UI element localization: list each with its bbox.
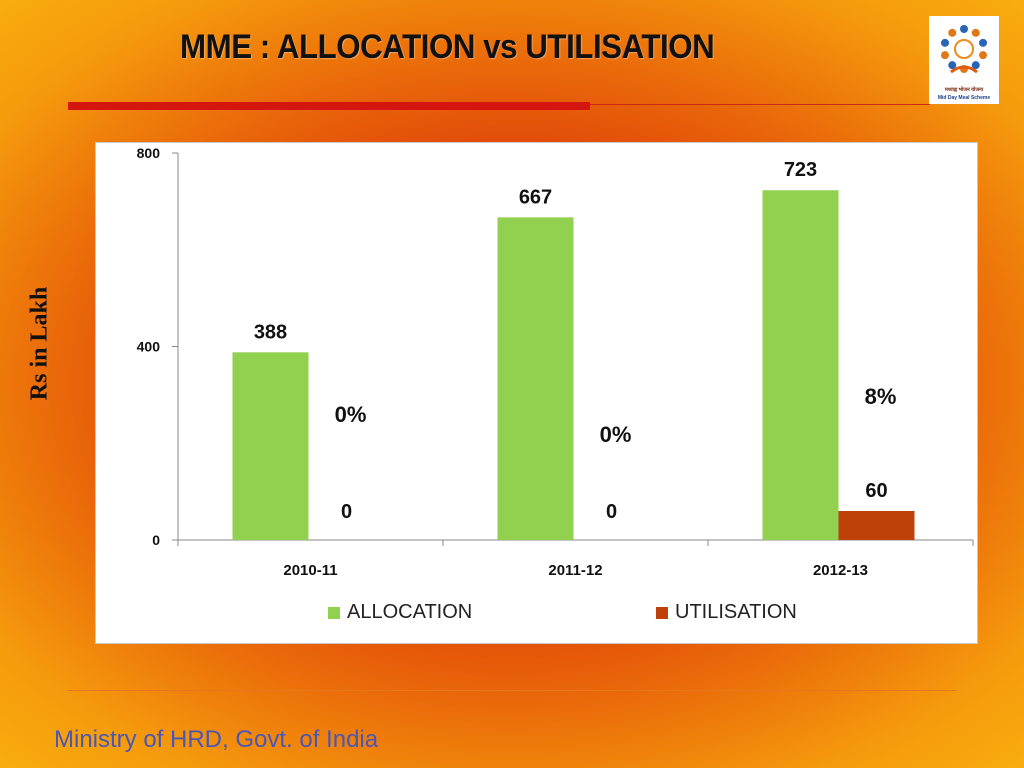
- logo-text-english: Mid Day Meal Scheme: [937, 95, 991, 101]
- slide-title: MME : ALLOCATION vs UTILISATION: [180, 28, 715, 66]
- legend-item-allocation: ALLOCATION: [328, 601, 472, 624]
- data-label-utilisation: 0: [341, 501, 352, 523]
- data-label-utilisation: 0: [606, 501, 617, 523]
- data-label-utilisation: 60: [865, 480, 887, 502]
- x-tick-label: 2010-11: [283, 562, 337, 579]
- x-tick-label: 2011-12: [548, 562, 602, 579]
- y-tick-label: 400: [137, 339, 161, 355]
- footer-text: Ministry of HRD, Govt. of India: [54, 726, 379, 753]
- x-tick-label: 2012-13: [813, 562, 868, 579]
- utilisation-percent-label: 0%: [600, 422, 632, 447]
- data-label-allocation: 723: [784, 159, 817, 181]
- utilisation-percent-label: 0%: [335, 402, 367, 427]
- chart-legend: ALLOCATION UTILISATION: [96, 601, 977, 625]
- title-underline-bar: [68, 102, 590, 110]
- bar-chart: 0 400 800 2010-11 388 0 2011-12 667 0 2012-13 723 6…: [95, 142, 978, 644]
- title-underline-line: [590, 104, 930, 105]
- y-tick-label: 0: [152, 532, 160, 548]
- data-label-allocation: 667: [519, 186, 552, 208]
- legend-label-utilisation: UTILISATION: [675, 601, 797, 623]
- logo-text-hindi: मध्याह्न भोजन योजना: [944, 87, 984, 93]
- bar-utilisation: [838, 510, 915, 540]
- bar-allocation: [232, 352, 309, 540]
- mid-day-meal-logo: मध्याह्न भोजन योजना Mid Day Meal Scheme: [929, 16, 999, 104]
- bar-allocation: [497, 217, 574, 540]
- logo-emblem-icon: [940, 25, 988, 74]
- chart-plot-area: 0 400 800 2010-11 388 0 2011-12 667 0 2012-13 723 6…: [137, 145, 974, 579]
- legend-swatch-allocation: [328, 606, 340, 619]
- utilisation-percent-label: 8%: [865, 384, 897, 409]
- footer-divider: [68, 690, 956, 691]
- data-label-allocation: 388: [254, 321, 287, 343]
- legend-item-utilisation: UTILISATION: [656, 601, 797, 624]
- legend-swatch-utilisation: [656, 606, 668, 619]
- y-axis-title: Rs in Lakh: [26, 286, 53, 401]
- legend-label-allocation: ALLOCATION: [347, 601, 473, 623]
- bar-allocation: [762, 190, 839, 540]
- y-tick-label: 800: [137, 145, 161, 161]
